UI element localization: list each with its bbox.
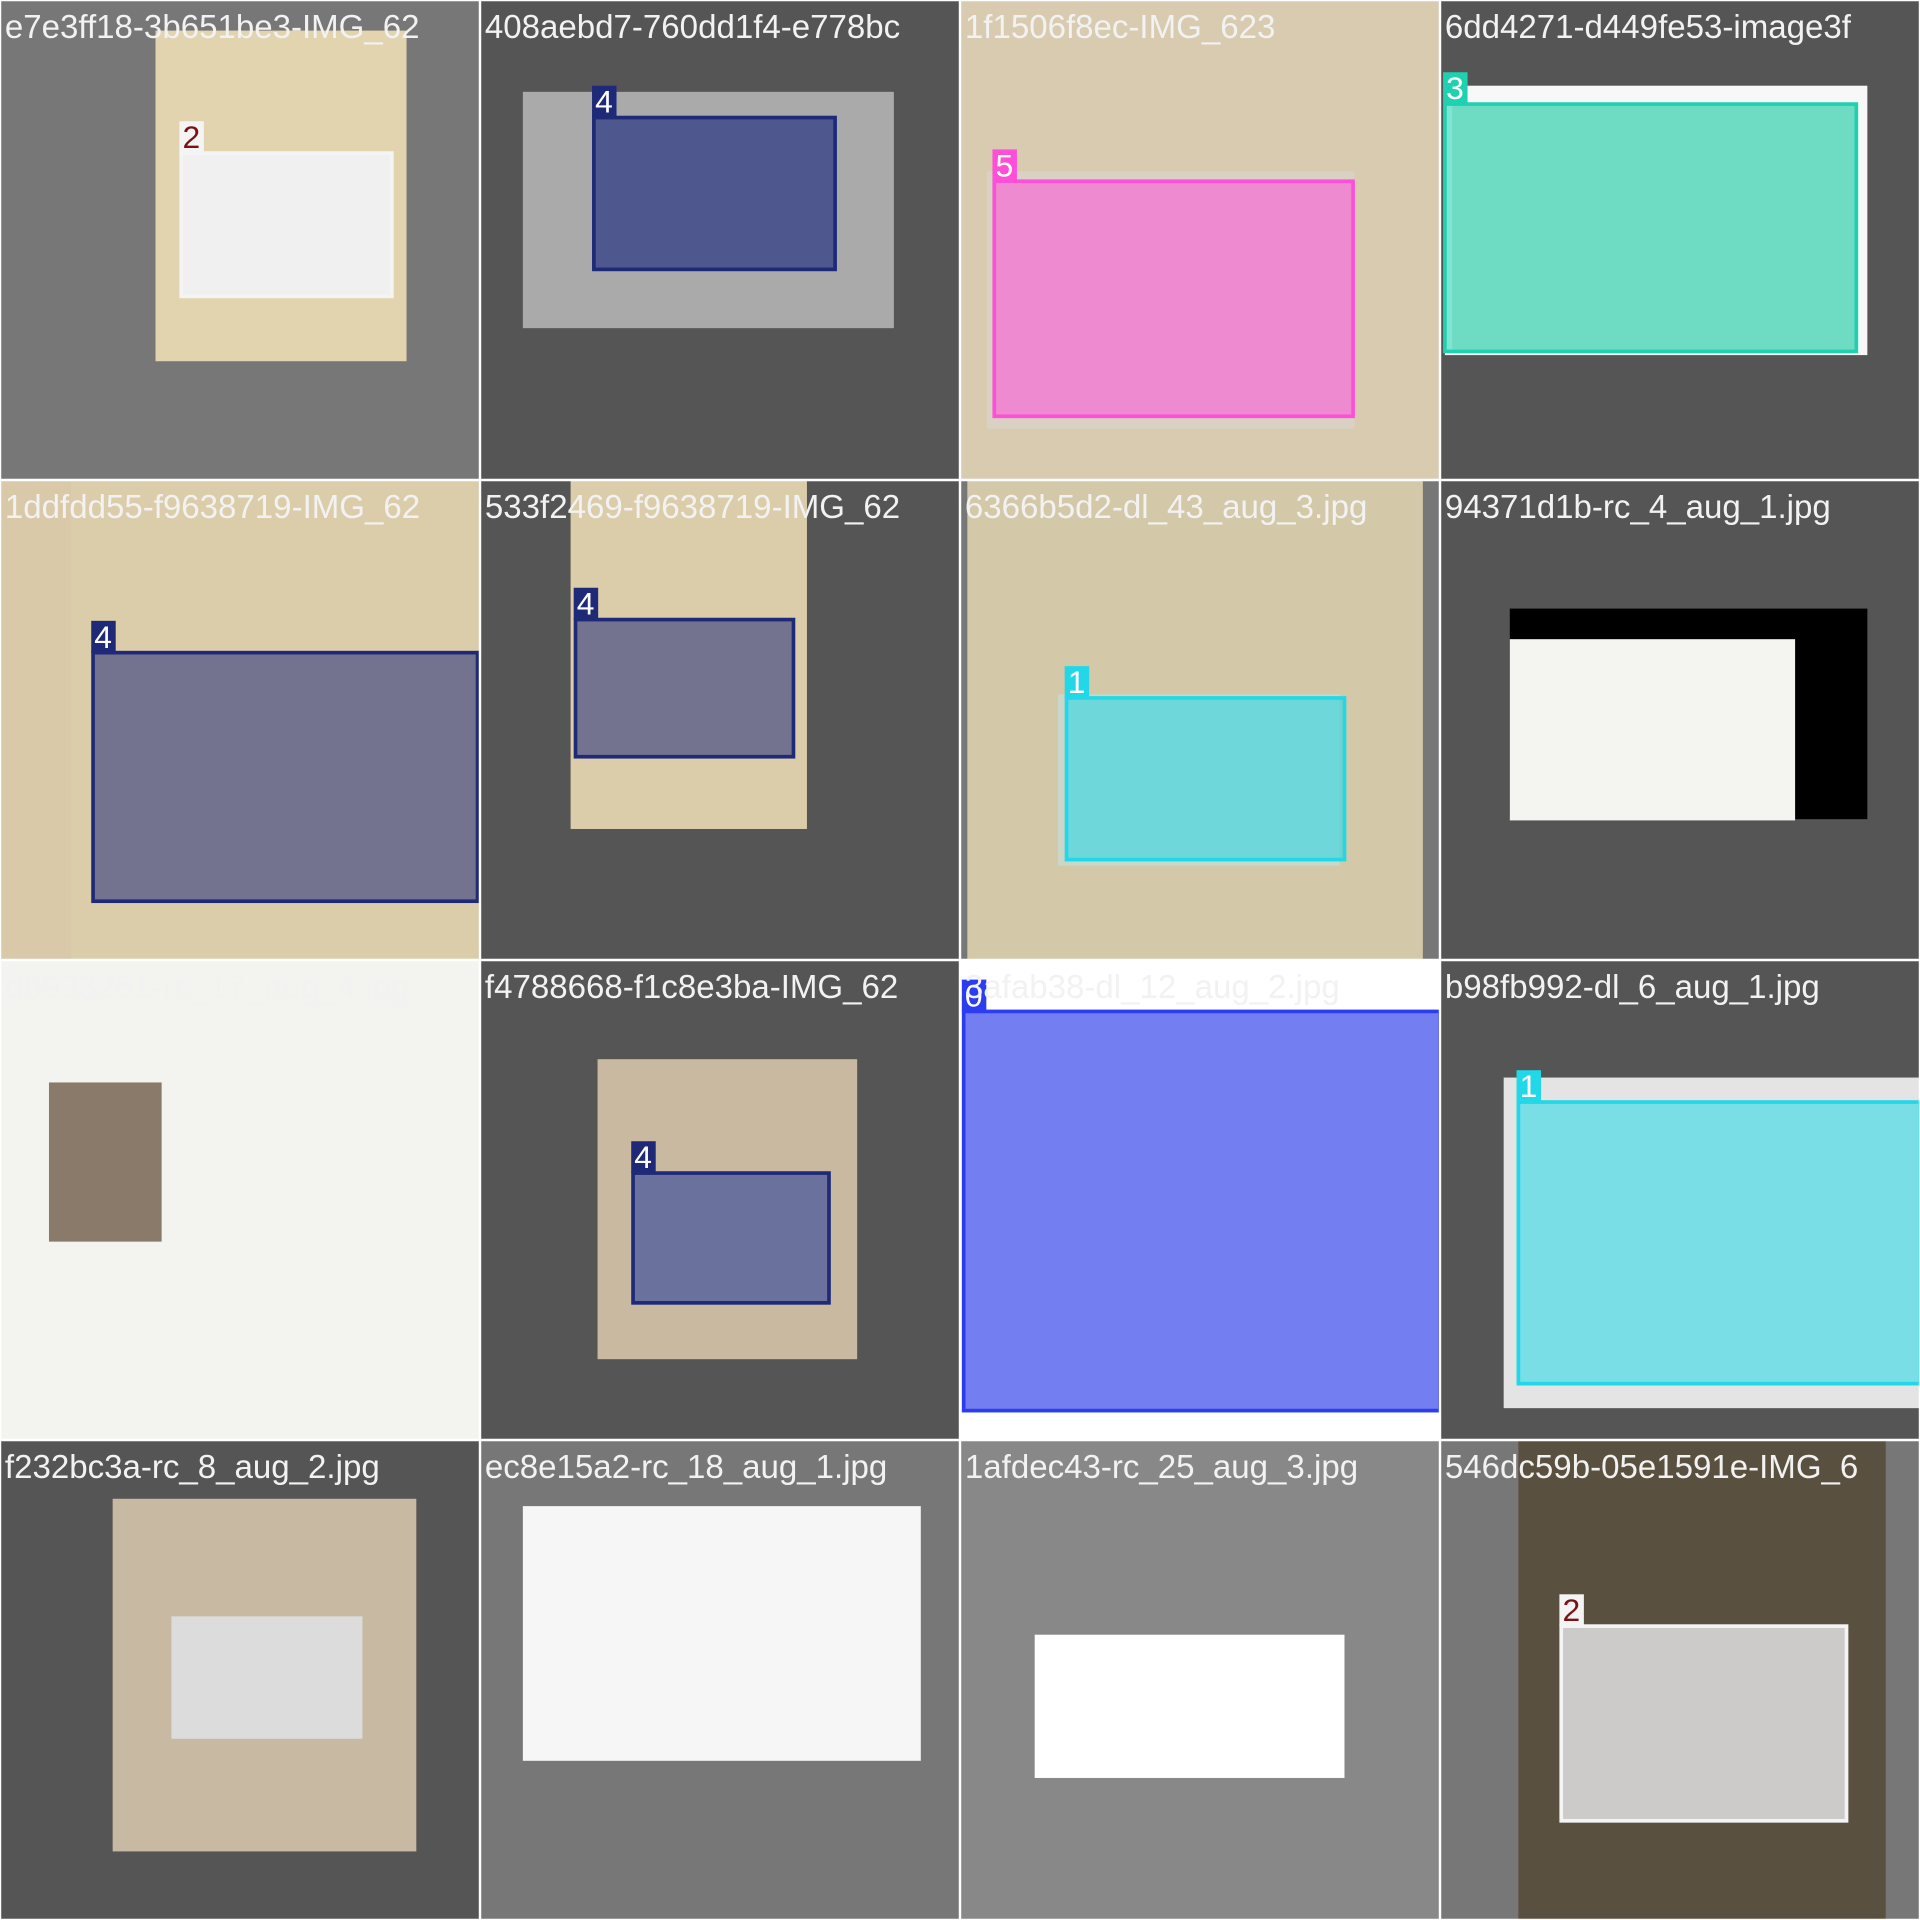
bounding-box (1559, 1624, 1849, 1823)
tile: 4 533f2469-f9638719-IMG_62 (480, 480, 961, 961)
class-label-bg (1559, 1594, 1584, 1627)
tile: 4 f4788668-f1c8e3ba-IMG_62 (480, 960, 961, 1441)
tile: 1afdec43-rc_25_aug_3.jpg (960, 1440, 1441, 1920)
filename: 1ddfdd55-f9638719-IMG_62 (5, 489, 420, 526)
tile: 1 b98fb992-dl_6_aug_1.jpg (1440, 960, 1920, 1441)
tile: 94371d1b-rc_4_aug_1.jpg (1440, 480, 1920, 961)
class-label-bg (1443, 72, 1468, 105)
class-label: 1 (1520, 1068, 1538, 1104)
filename: 6dd4271-d449fe53-image3f (1445, 9, 1852, 46)
class-label: 2 (182, 119, 200, 155)
class-label-bg (179, 121, 204, 154)
id-card (522, 1506, 921, 1761)
tile: 4 1ddfdd55-f9638719-IMG_62 (0, 480, 481, 961)
class-label-bg (992, 149, 1017, 182)
bounding-box (631, 1171, 831, 1305)
id-card (48, 1082, 162, 1242)
class-label-bg (1064, 666, 1090, 698)
filename: b98fb992-dl_6_aug_1.jpg (1445, 969, 1820, 1006)
class-label: 4 (577, 586, 595, 622)
filename: 1afdec43-rc_25_aug_3.jpg (965, 1449, 1358, 1486)
bounding-box (1064, 696, 1347, 862)
class-label: 1 (1068, 664, 1086, 700)
bounding-box (91, 650, 480, 904)
id-card (171, 1616, 363, 1739)
class-label: 4 (94, 619, 112, 655)
bounding-box (592, 115, 837, 272)
class-label-bg (91, 620, 116, 653)
class-label-bg (631, 1141, 656, 1174)
tile: ec8e15a2-rc_18_aug_1.jpg (480, 1440, 961, 1920)
tile: 2 e7e3ff18-3b651be3-IMG_62 (0, 0, 481, 481)
class-label: 2 (1562, 1592, 1580, 1628)
tile: 3 6dd4271-d449fe53-image3f (1440, 0, 1920, 481)
filename: 546dc59b-05e1591e-IMG_6 (1445, 1449, 1858, 1486)
class-label-bg (573, 587, 599, 620)
tile: f232bc3a-rc_8_aug_2.jpg (0, 1440, 481, 1920)
bounding-box (961, 1009, 1441, 1413)
tile: 2 546dc59b-05e1591e-IMG_6 (1440, 1440, 1920, 1920)
bounding-box (573, 617, 796, 759)
tile: 5 1f1506f8ec-IMG_623 (960, 0, 1441, 481)
filename: 6366b5d2-dl_43_aug_3.jpg (965, 489, 1367, 526)
filename: f4788668-f1c8e3ba-IMG_62 (485, 969, 898, 1006)
filename: 408aebd7-760dd1f4-e778bc (485, 9, 900, 46)
class-label: 0 (965, 978, 983, 1014)
filename: f232bc3a-rc_8_aug_2.jpg (5, 1449, 380, 1486)
id-card (1509, 639, 1796, 821)
class-label: 3 (1446, 70, 1464, 106)
filename: 1f1506f8ec-IMG_623 (965, 9, 1275, 46)
class-label: 4 (634, 1139, 652, 1175)
filename: 533f2469-f9638719-IMG_62 (485, 489, 900, 526)
filename: d6933261-rc_17_aug_4.jpg (5, 969, 409, 1006)
tile: 1 6366b5d2-dl_43_aug_3.jpg (960, 480, 1441, 961)
class-label-bg (961, 979, 987, 1012)
filename: 94371d1b-rc_4_aug_1.jpg (1445, 489, 1831, 526)
filename: 3afab38-dl_12_aug_2.jpg (965, 969, 1340, 1006)
class-label-bg (1516, 1070, 1542, 1103)
class-label-bg (592, 85, 617, 118)
class-label: 4 (595, 84, 613, 120)
filename: ec8e15a2-rc_18_aug_1.jpg (485, 1449, 887, 1486)
id-card (1034, 1634, 1345, 1778)
filename: e7e3ff18-3b651be3-IMG_62 (5, 9, 420, 46)
class-label: 5 (996, 147, 1014, 183)
bounding-box (992, 179, 1355, 419)
bounding-box (1443, 102, 1859, 354)
bounding-box (179, 151, 394, 299)
bounding-box (1516, 1100, 1920, 1386)
tile: d6933261-rc_17_aug_4.jpg (0, 960, 481, 1441)
tile: 4 408aebd7-760dd1f4-e778bc (480, 0, 961, 481)
